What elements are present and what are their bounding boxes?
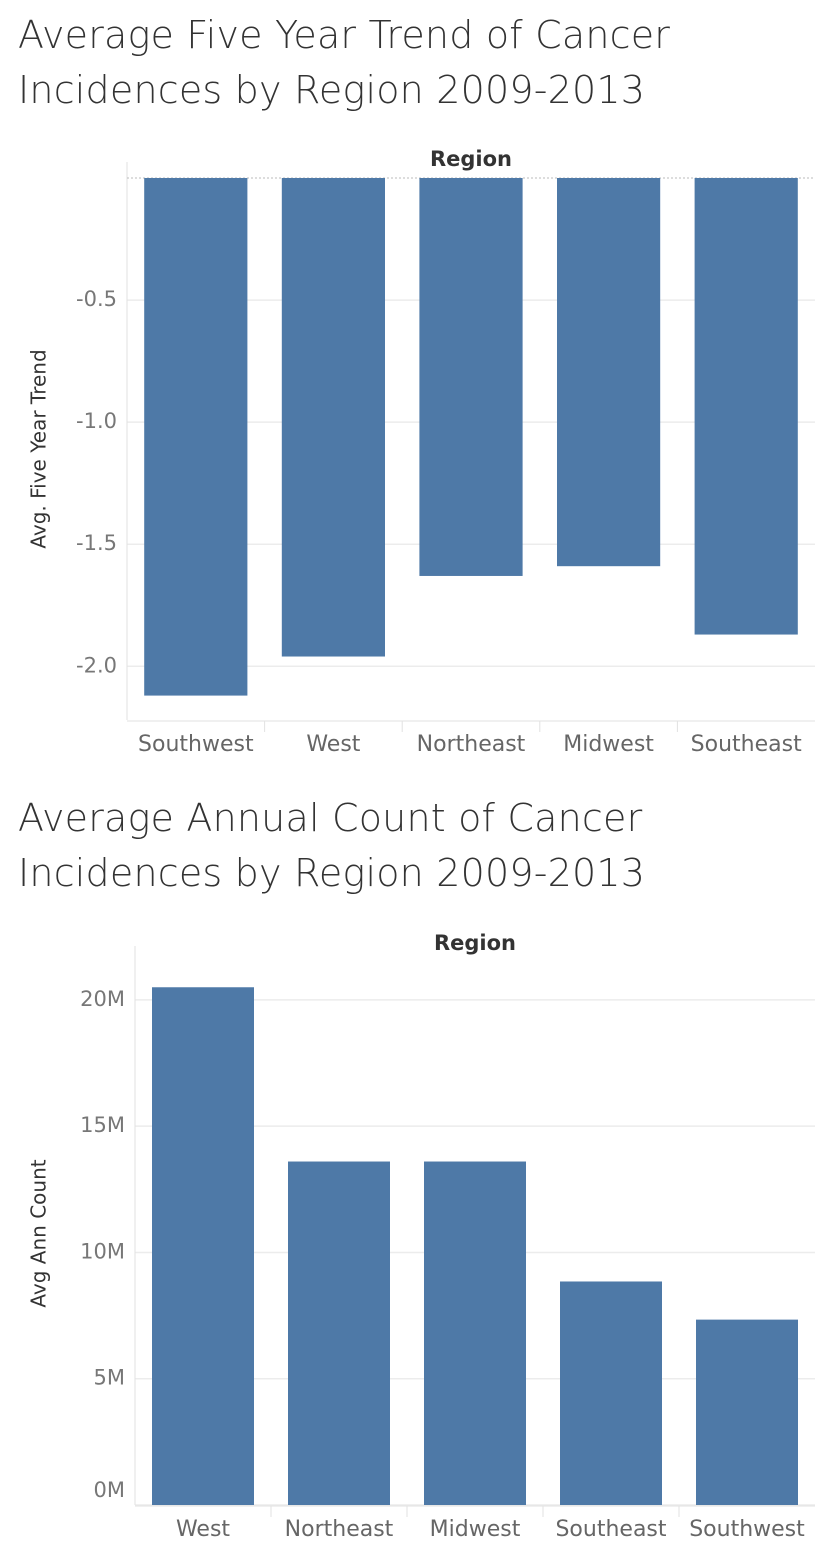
- x-tick-label: Southwest: [689, 1517, 805, 1542]
- bar: [560, 1281, 662, 1505]
- bar: [288, 1161, 390, 1505]
- x-tick-label: Northeast: [285, 1517, 394, 1542]
- x-tick-label: West: [306, 732, 360, 757]
- bar: [557, 178, 661, 567]
- x-tick-label: West: [176, 1517, 230, 1542]
- y-tick-label: 0M: [94, 1478, 125, 1502]
- y-tick-label: 20M: [80, 987, 125, 1011]
- x-tick-label: Midwest: [563, 732, 654, 757]
- bar: [694, 178, 798, 635]
- bar: [419, 178, 523, 576]
- bar: [144, 178, 248, 696]
- x-tick-label: Northeast: [417, 732, 526, 757]
- y-axis-title: Avg. Five Year Trend: [27, 349, 51, 548]
- y-tick-label: -1.0: [76, 409, 117, 433]
- bar: [152, 987, 254, 1505]
- y-tick-label: -2.0: [76, 653, 117, 677]
- x-tick-label: Southeast: [691, 732, 802, 757]
- x-tick-label: Southwest: [138, 732, 254, 757]
- y-tick-label: 10M: [80, 1239, 125, 1263]
- y-tick-label: -1.5: [76, 531, 117, 555]
- bar: [281, 178, 385, 657]
- x-tick-label: Southeast: [555, 1517, 666, 1542]
- y-tick-label: 5M: [94, 1366, 125, 1390]
- y-tick-label: -0.5: [76, 287, 117, 311]
- y-tick-label: 15M: [80, 1113, 125, 1137]
- y-axis-title: Avg Ann Count: [27, 1159, 51, 1307]
- x-axis-title: Region: [434, 931, 516, 955]
- bar: [424, 1161, 526, 1505]
- bar: [696, 1319, 798, 1505]
- x-tick-label: Midwest: [430, 1517, 521, 1542]
- x-axis-title: Region: [430, 147, 512, 171]
- chart-title: Average Five Year Trend of Cancer Incide…: [18, 13, 671, 112]
- chart-title: Average Annual Count of Cancer Incidence…: [18, 796, 646, 895]
